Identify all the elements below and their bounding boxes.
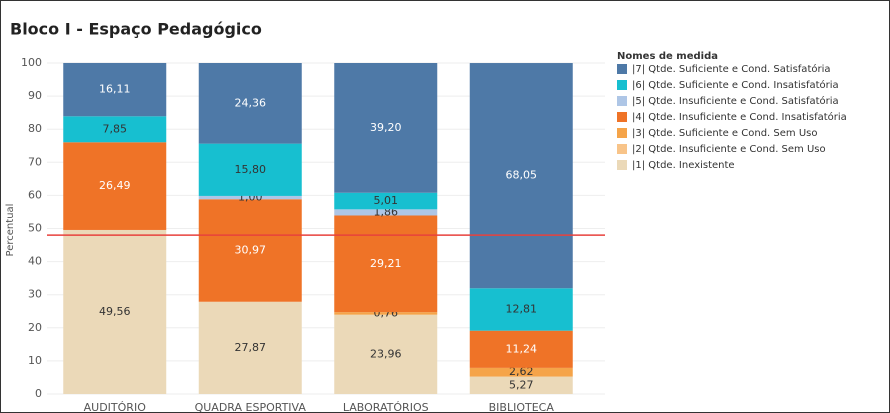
bar-segment xyxy=(469,288,573,331)
x-tick-label: LABORATÓRIOS xyxy=(343,401,429,413)
data-label: 29,21 xyxy=(370,257,402,270)
bar-segment xyxy=(63,229,167,394)
bar-segment xyxy=(334,209,438,216)
bar-segment xyxy=(334,63,438,193)
bar-segment xyxy=(63,116,167,143)
y-tick-label: 30 xyxy=(28,288,42,301)
legend-label: |4| Qtde. Insuficiente e Cond. Insatisfa… xyxy=(632,111,847,123)
legend-swatch xyxy=(617,64,627,74)
legend-swatch xyxy=(617,144,627,154)
legend-label: |6| Qtde. Suficiente e Cond. Insatisfató… xyxy=(632,79,839,91)
chart-title: Bloco I - Espaço Pedagógico xyxy=(10,20,262,39)
y-tick-label: 20 xyxy=(28,321,42,334)
y-tick-label: 40 xyxy=(28,255,42,268)
bar-segment xyxy=(198,143,302,196)
bar-segment xyxy=(63,62,167,117)
legend-label: |3| Qtde. Suficiente e Cond. Sem Uso xyxy=(632,128,817,139)
x-tick-label: QUADRA ESPORTIVA xyxy=(195,401,307,413)
legend-swatch xyxy=(617,128,627,138)
bar-segment xyxy=(334,192,438,210)
y-tick-label: 70 xyxy=(28,155,42,168)
legend-label: |2| Qtde. Insuficiente e Cond. Sem Uso xyxy=(632,144,826,155)
data-label: 27,87 xyxy=(235,341,267,354)
x-tick-label: BIBLIOTECA xyxy=(489,401,555,413)
bar-segment xyxy=(469,63,573,289)
legend-swatch xyxy=(617,96,627,106)
legend-label: |1| Qtde. Inexistente xyxy=(632,160,735,171)
data-label: 11,24 xyxy=(506,342,538,355)
data-label: 5,01 xyxy=(374,194,399,207)
x-tick-label: AUDITÓRIO xyxy=(84,401,147,413)
data-label: 2,62 xyxy=(509,365,534,378)
bar-segment xyxy=(334,312,438,315)
y-tick-label: 100 xyxy=(21,56,42,69)
data-label: 49,56 xyxy=(99,305,131,318)
data-label: 5,27 xyxy=(509,378,534,391)
data-label: 30,97 xyxy=(235,243,267,256)
bar-segment xyxy=(63,142,167,230)
y-tick-label: 60 xyxy=(28,188,42,201)
bar-segment xyxy=(469,330,573,368)
y-tick-label: 80 xyxy=(28,122,42,135)
data-label: 7,85 xyxy=(103,122,128,135)
y-axis-label: Percentual xyxy=(5,204,16,257)
y-tick-label: 50 xyxy=(28,222,42,235)
data-label: 39,20 xyxy=(370,121,402,134)
bar-segment xyxy=(469,367,573,377)
data-label: 16,11 xyxy=(99,83,131,96)
legend-title: Nomes de medida xyxy=(617,51,718,62)
bar-segment xyxy=(198,63,302,144)
y-tick-label: 10 xyxy=(28,354,42,367)
bar-segment xyxy=(198,301,302,394)
data-label: 15,80 xyxy=(235,163,267,176)
data-label: 12,81 xyxy=(506,302,538,315)
data-label: 26,49 xyxy=(99,179,131,192)
bar-segment xyxy=(334,314,438,394)
legend-swatch xyxy=(617,112,627,122)
data-label: 23,96 xyxy=(370,347,402,360)
bar-segment xyxy=(198,199,302,302)
bar-segment xyxy=(469,376,573,394)
bar-segment xyxy=(198,195,302,200)
data-label: 68,05 xyxy=(506,169,538,182)
y-tick-label: 90 xyxy=(28,89,42,102)
y-tick-label: 0 xyxy=(35,387,42,400)
data-label: 24,36 xyxy=(235,96,267,109)
bar-segment xyxy=(334,215,438,313)
legend-swatch xyxy=(617,160,627,170)
legend-label: |7| Qtde. Suficiente e Cond. Satisfatóri… xyxy=(632,63,831,75)
legend-swatch xyxy=(617,80,627,90)
legend-label: |5| Qtde. Insuficiente e Cond. Satisfató… xyxy=(632,95,839,107)
